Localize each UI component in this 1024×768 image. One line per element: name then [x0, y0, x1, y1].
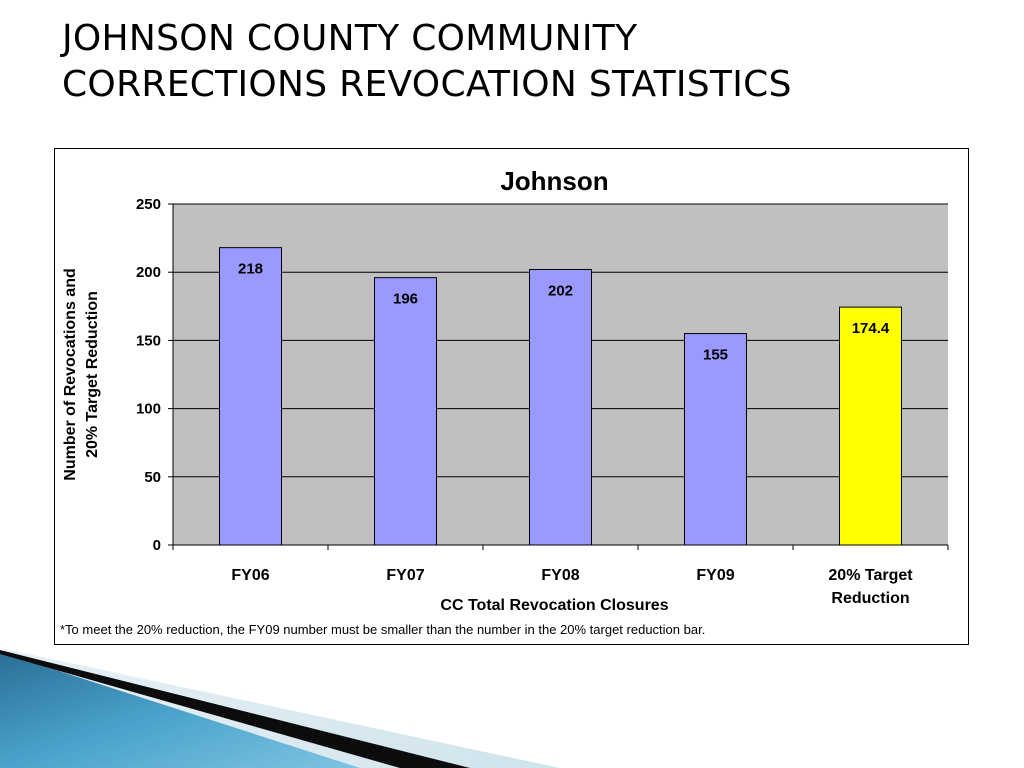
x-category-label: FY09 — [696, 567, 734, 584]
x-category-label: FY08 — [541, 567, 579, 584]
bar-value-label: 218 — [238, 261, 263, 278]
y-tick-label: 150 — [136, 332, 161, 349]
x-category-label: 20% Target — [828, 567, 913, 584]
x-category-label: FY06 — [231, 567, 269, 584]
y-tick-label: 250 — [136, 196, 161, 213]
y-tick-label: 0 — [153, 537, 161, 554]
chart-frame: 0 50 100 150 200 250 218 FY06 196 FY07 202 FY08 155 F… — [54, 148, 969, 645]
swoosh-teal-band — [0, 652, 360, 768]
slide-title: JOHNSON COUNTY COMMUNITY CORRECTIONS REV… — [62, 16, 962, 108]
x-axis-title: CC Total Revocation Closures — [440, 597, 668, 614]
y-tick-label: 50 — [144, 469, 161, 486]
x-category-label: Reduction — [831, 590, 909, 607]
slide-title-line-1: JOHNSON COUNTY COMMUNITY — [62, 18, 638, 59]
chart-title: Johnson — [500, 166, 608, 196]
bar — [374, 277, 437, 546]
bar-value-label: 202 — [548, 282, 573, 299]
x-category-label: FY07 — [386, 567, 424, 584]
bar — [684, 333, 747, 546]
y-tick-label: 100 — [136, 401, 161, 418]
y-axis-title-line: Number of Revocations and — [62, 268, 79, 480]
slide-title-line-2: CORRECTIONS REVOCATION STATISTICS — [62, 64, 792, 105]
bar-value-label: 155 — [703, 347, 728, 364]
bar-chart: 0 50 100 150 200 250 218 FY06 196 FY07 202 FY08 155 F… — [62, 166, 949, 614]
bar — [839, 306, 902, 546]
chart-footnote: *To meet the 20% reduction, the FY09 num… — [60, 622, 706, 637]
y-tick-label: 200 — [136, 264, 161, 281]
bar-value-label: 196 — [393, 291, 418, 308]
bar — [219, 247, 282, 546]
swoosh-dark-line — [0, 650, 470, 768]
bar-value-label: 174.4 — [852, 320, 890, 337]
y-axis-title-line: 20% Target Reduction — [84, 291, 101, 458]
bar — [529, 268, 592, 546]
